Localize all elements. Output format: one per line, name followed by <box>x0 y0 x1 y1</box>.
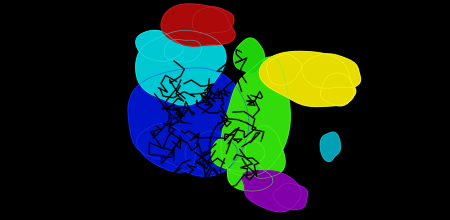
Polygon shape <box>136 30 226 105</box>
Polygon shape <box>273 183 308 210</box>
Polygon shape <box>221 57 290 176</box>
Polygon shape <box>234 38 264 74</box>
Polygon shape <box>164 40 202 62</box>
Polygon shape <box>246 126 285 178</box>
Polygon shape <box>128 68 249 176</box>
Polygon shape <box>320 132 341 161</box>
Polygon shape <box>302 54 360 88</box>
Polygon shape <box>320 73 356 106</box>
Polygon shape <box>136 30 183 61</box>
Polygon shape <box>212 137 265 172</box>
Polygon shape <box>243 171 301 212</box>
Polygon shape <box>161 4 235 46</box>
Polygon shape <box>185 131 237 173</box>
Polygon shape <box>192 7 234 34</box>
Polygon shape <box>267 54 302 85</box>
Polygon shape <box>259 51 354 106</box>
Polygon shape <box>227 161 273 191</box>
Polygon shape <box>136 123 196 172</box>
